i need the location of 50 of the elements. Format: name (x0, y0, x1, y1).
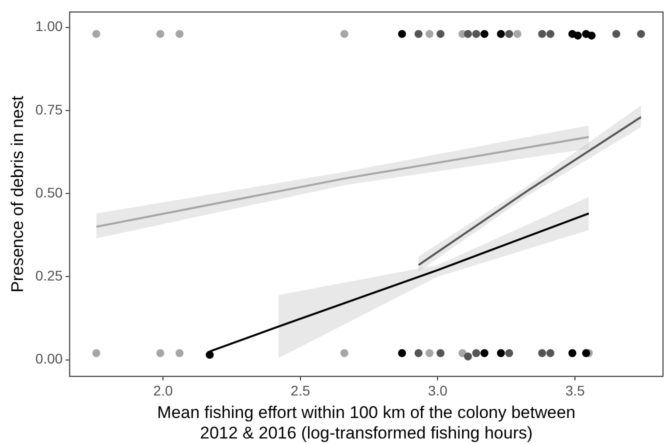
x-axis-title: Mean fishing effort within 100 km of the colony between 2012 & 2016 (log-transformed fishing hours) (157, 403, 576, 442)
x-tick-label: 3.5 (565, 382, 586, 399)
point (513, 30, 522, 38)
point (496, 30, 505, 38)
x-tick-label: 2.0 (153, 382, 173, 399)
point (496, 349, 505, 358)
point (458, 349, 466, 358)
point (637, 30, 646, 38)
point (398, 349, 406, 358)
point (206, 350, 214, 359)
point (505, 30, 514, 38)
point (156, 349, 164, 358)
point (340, 349, 348, 358)
point (505, 349, 514, 358)
point (546, 30, 554, 38)
point (426, 349, 434, 358)
point (176, 349, 184, 358)
point (436, 349, 444, 358)
point (426, 30, 434, 38)
point (538, 349, 546, 358)
x-tick-label: 2.5 (290, 382, 310, 399)
point (472, 349, 480, 358)
point (464, 30, 472, 38)
point (588, 32, 596, 40)
point (538, 30, 546, 38)
y-axis-title: Presence of debris in nest (8, 96, 27, 292)
point (436, 30, 444, 38)
point (480, 349, 488, 358)
y-tick-label: 0.25 (35, 268, 63, 284)
point (464, 352, 472, 360)
point (582, 349, 590, 358)
point (612, 30, 620, 38)
y-tick-label: 1.00 (35, 18, 63, 34)
point (176, 30, 184, 38)
point (92, 30, 100, 38)
point (398, 30, 406, 38)
y-tick-label: 0.75 (35, 101, 63, 118)
point (414, 349, 423, 358)
point (480, 30, 488, 38)
point (472, 30, 480, 38)
x-tick-label: 3.0 (428, 382, 448, 399)
y-tick-label: 0.50 (35, 184, 63, 200)
point (546, 349, 554, 358)
y-tick-label: 0.00 (35, 350, 63, 367)
point (574, 32, 582, 40)
point (156, 30, 164, 38)
point (568, 349, 576, 358)
point (414, 30, 423, 38)
point (92, 349, 100, 358)
point (340, 30, 348, 38)
